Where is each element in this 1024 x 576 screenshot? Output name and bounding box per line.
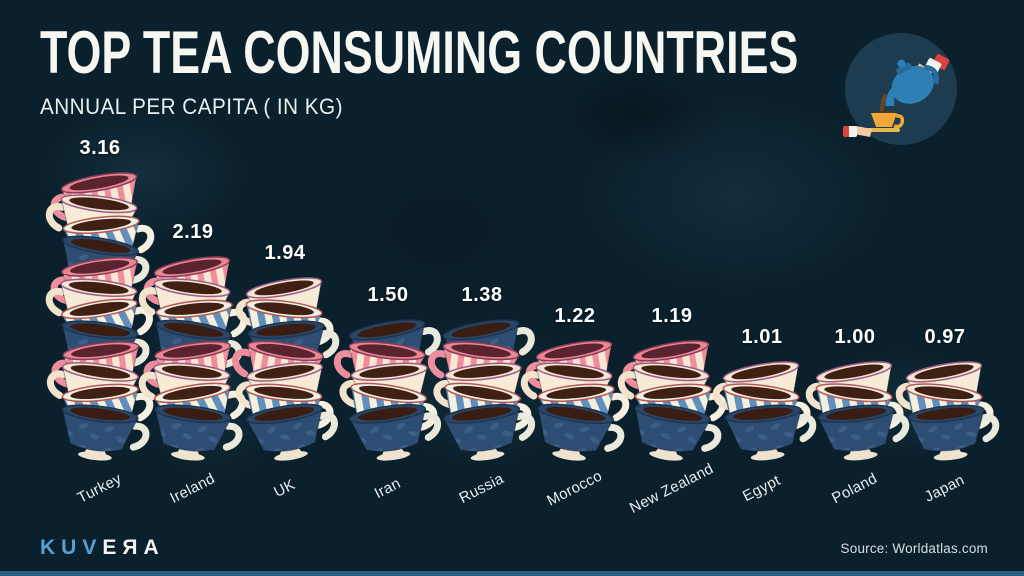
teacup-icon-navy [61,404,150,461]
teacup-icon-navy [349,404,441,461]
teacup-stack [617,337,727,462]
teacup-stack [805,358,910,462]
header: TOP TEA CONSUMING COUNTRIES ANNUAL PER C… [40,17,988,120]
tea-stack-column-uk: 1.94 [232,242,340,501]
kuvera-logo: KUVEЯA [40,536,165,560]
teacup-icon-navy [154,404,243,461]
teacup-stack [520,337,630,462]
teacup-icon-navy [246,403,338,461]
kuvera-logo-blue: KUV [40,536,103,559]
teacup-stack [232,274,340,462]
tea-stack-column-japan: 0.97 Japan [895,326,1000,506]
value-label: 1.38 [461,284,503,306]
teacup-stack [45,169,155,462]
teacup-icon-navy [907,404,1000,461]
teacup-stack [138,253,248,462]
teacup-stack [712,358,817,462]
value-label: 1.50 [367,284,409,306]
tea-stack-column-egypt: 1.01 Egypt [712,326,817,505]
page-subtitle: ANNUAL PER CAPITA ( IN KG) [40,94,343,119]
value-label: 1.00 [834,326,876,348]
bottom-accent-bar [0,571,1024,576]
kuvera-logo-white: EЯA [102,536,165,559]
tea-stack-column-poland: 1.00 Poland [805,326,910,507]
tea-stack-column-russia: 1.38 [427,284,535,507]
source-attribution: Source: Worldatlas.com [840,541,988,556]
country-label: Morocco [544,467,606,510]
country-label: Turkey [75,470,125,507]
value-label: 1.94 [264,242,306,264]
value-label: 0.97 [924,326,966,348]
tea-stack-column-turkey: 3.16 [45,137,155,507]
value-label: 1.19 [651,305,693,327]
teacup-icon-navy [443,404,535,461]
teacup-stack [333,316,441,462]
tea-stack-column-iran: 1.50 [333,284,441,502]
teacup-stack [895,358,1000,462]
value-label: 3.16 [79,137,121,159]
teacup-stack [427,316,535,462]
tea-stack-column-new-zealand: 1.19 New Zealand [617,305,727,517]
value-label: 1.01 [741,326,783,348]
tea-stack-column-morocco: 1.22 Morocco [520,305,630,510]
tea-stack-column-ireland: 2.19 [138,221,248,507]
value-label: 1.22 [554,305,596,327]
page-title: TOP TEA CONSUMING COUNTRIES [40,17,799,86]
value-label: 2.19 [172,221,214,243]
